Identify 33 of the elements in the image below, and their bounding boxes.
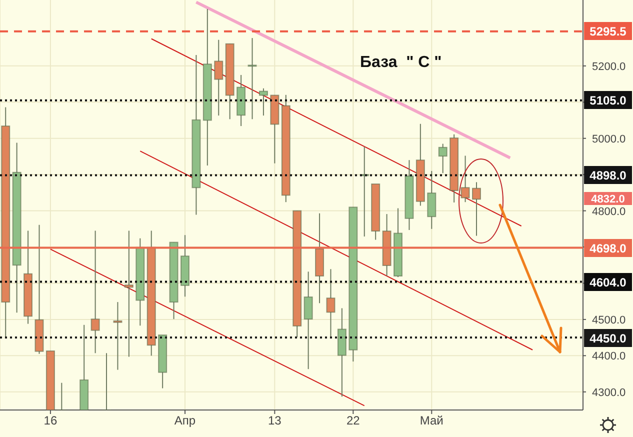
candlestick xyxy=(102,352,112,410)
candlestick xyxy=(438,143,448,174)
x-tick-label: 13 xyxy=(268,414,282,428)
ref-line-label: 5105.0 xyxy=(590,94,627,108)
candlestick xyxy=(326,268,336,337)
candlestick xyxy=(124,230,134,358)
y-tick-label: 4300.0 xyxy=(592,386,626,399)
ref-line-label: 4698.0 xyxy=(590,241,627,256)
candlestick xyxy=(214,39,224,116)
x-tick-label: Апр xyxy=(174,414,196,428)
candlestick xyxy=(258,88,268,116)
candlestick xyxy=(304,271,313,370)
y-tick-label: 5000.0 xyxy=(592,133,626,146)
ref-line-label: 4604.0 xyxy=(590,275,627,290)
y-tick-label: 4400.0 xyxy=(592,350,626,363)
y-tick-label: 4500.0 xyxy=(592,314,626,326)
candlestick xyxy=(427,170,436,230)
y-tick-label: 4800.0 xyxy=(592,206,626,218)
candlestick xyxy=(113,302,122,370)
x-tick-label: Май xyxy=(420,414,444,428)
ref-line-label: 5295.5 xyxy=(590,24,627,39)
candlestick xyxy=(472,182,481,236)
candlestick xyxy=(460,155,470,203)
x-tick-label: 16 xyxy=(44,414,58,428)
annotation: База " С " xyxy=(360,54,442,72)
ref-line-label: 4450.0 xyxy=(590,331,627,346)
y-tick-label: 5200.0 xyxy=(592,60,626,73)
candlestick xyxy=(90,230,100,354)
candlestick xyxy=(248,38,257,120)
candlestick xyxy=(57,382,66,410)
x-tick-label: 22 xyxy=(346,414,360,428)
ref-line-label: 4898.0 xyxy=(590,168,627,183)
text: 4832.0 xyxy=(591,194,625,206)
